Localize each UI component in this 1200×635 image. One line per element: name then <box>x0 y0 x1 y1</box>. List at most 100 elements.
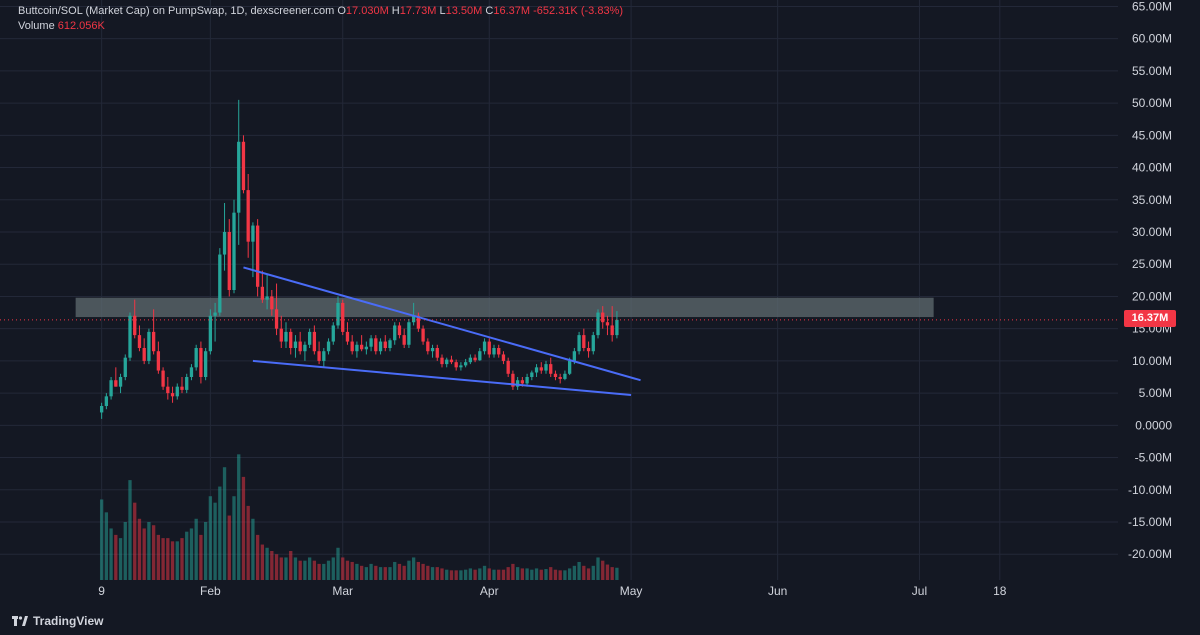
candle-body <box>322 351 326 361</box>
volume-bar <box>336 547 340 580</box>
volume-bar <box>553 569 558 580</box>
volume-bar <box>284 557 288 580</box>
volume-bar <box>350 561 354 580</box>
candle-body <box>374 338 378 352</box>
volume-bar <box>232 496 236 580</box>
candle-body <box>270 296 274 310</box>
volume-bar <box>402 565 406 580</box>
volume-bar <box>166 538 170 580</box>
candle-body <box>539 367 543 371</box>
candle-body <box>213 312 217 316</box>
candle-body <box>137 335 142 348</box>
candle-body <box>610 325 614 336</box>
volume-bar <box>534 568 539 580</box>
candle-body <box>492 348 496 355</box>
volume-label: Volume <box>18 20 55 32</box>
candle-body <box>170 393 175 397</box>
candle-body <box>430 348 435 352</box>
candle-body <box>393 325 397 341</box>
candle-body <box>114 380 118 387</box>
candle-body <box>194 348 198 368</box>
candle-body <box>251 225 255 242</box>
candle-body <box>506 360 510 374</box>
candle-body <box>421 328 425 342</box>
candle-body <box>416 315 421 329</box>
volume-bar <box>255 534 260 580</box>
volume-bar <box>601 560 605 580</box>
candle-body <box>558 377 562 379</box>
low-label: L <box>439 5 446 17</box>
x-tick-label: 9 <box>98 584 105 598</box>
upper-trendline <box>243 266 641 382</box>
candle-body <box>591 335 595 352</box>
candle-body <box>118 377 123 387</box>
high-label: H <box>391 5 400 17</box>
volume-bar <box>449 570 454 580</box>
volume-bar <box>463 569 468 580</box>
candle-body <box>203 351 208 377</box>
candle-body <box>411 315 416 323</box>
candle-body <box>331 325 335 342</box>
candle-body <box>567 360 572 374</box>
candle-body <box>289 331 293 348</box>
volume-bar <box>293 557 298 580</box>
candle-body <box>156 351 161 371</box>
volume-bar <box>170 541 175 580</box>
close-label: C <box>485 5 494 17</box>
low-value: 13.50M <box>445 5 483 17</box>
volume-bars <box>99 454 619 580</box>
candle-body <box>572 351 577 361</box>
volume-bar <box>468 568 473 580</box>
candle-body <box>364 346 369 350</box>
candle-body <box>336 302 340 326</box>
candle-body <box>175 386 179 397</box>
x-tick-label: Jun <box>768 584 787 598</box>
candle-body <box>303 344 307 352</box>
trendlines[interactable] <box>243 266 641 397</box>
y-tick-label: 0.0000 <box>1135 418 1172 432</box>
volume-bar <box>189 528 194 580</box>
candle-body <box>515 380 520 387</box>
volume-bar <box>237 454 241 580</box>
candle-body <box>601 312 605 323</box>
candle-body <box>317 351 321 361</box>
change-value: -652.31K (-3.83%) <box>533 5 624 17</box>
volume-bar <box>591 565 595 580</box>
y-tick-label: 50.00M <box>1132 96 1172 110</box>
volume-bar <box>218 486 222 580</box>
volume-bar <box>520 568 525 580</box>
volume-bar <box>203 522 208 580</box>
volume-bar <box>435 567 439 580</box>
candle-body <box>407 322 411 345</box>
volume-bar <box>180 538 184 580</box>
candle-body <box>293 341 298 348</box>
volume-bar <box>251 518 255 580</box>
candle-body <box>260 286 265 300</box>
volume-bar <box>388 567 392 580</box>
candle-body <box>440 357 444 365</box>
candle-body <box>274 309 279 329</box>
candle-body <box>397 325 402 336</box>
volume-bar <box>497 569 501 580</box>
candle-body <box>133 315 137 336</box>
volume-bar <box>459 570 463 580</box>
high-value: 17.73M <box>399 5 437 17</box>
y-tick-label: 10.00M <box>1132 354 1172 368</box>
candle-body <box>468 357 473 363</box>
candle-body <box>246 190 250 242</box>
tradingview-logo-text: TradingView <box>33 614 104 628</box>
time-axis[interactable]: 9 Feb Mar Apr May Jun Jul 18 <box>98 584 1007 598</box>
volume-bar <box>610 567 614 580</box>
candle-body <box>341 302 345 332</box>
price-axis[interactable]: 65.00M 60.00M 55.00M 50.00M 45.00M 40.00M 35.0… <box>1128 0 1172 561</box>
y-tick-label: 55.00M <box>1132 64 1172 78</box>
chart-grid <box>0 0 1118 580</box>
candle-body <box>180 386 184 390</box>
volume-bar <box>383 567 387 580</box>
volume-bar <box>274 554 279 580</box>
volume-bar <box>615 567 619 580</box>
volume-bar <box>525 568 529 580</box>
candle-body <box>402 335 406 345</box>
tradingview-logo[interactable]: TradingView <box>12 614 103 628</box>
